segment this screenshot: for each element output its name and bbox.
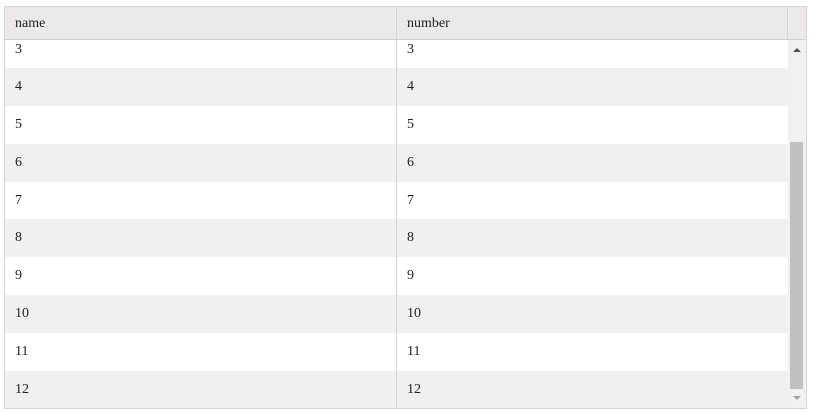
cell-number: 10 [407,306,421,322]
grid-body: 3 3 4 4 5 5 6 6 7 7 8 8 9 9 10 10 11 11 12 12 [5,40,788,408]
cell-name: 12 [5,370,397,408]
table-row[interactable]: 11 11 [5,332,788,371]
data-grid: name number 3 3 4 4 5 5 6 6 7 7 8 8 9 9 10 10 11 11 12 12 [4,6,807,409]
cell-name: 10 [5,295,397,333]
cell-name: 3 [5,40,397,69]
cell-name: 8 [5,219,397,258]
cell-number: 5 [407,117,414,133]
table-row[interactable]: 10 10 [5,295,788,333]
column-header-name[interactable]: name [5,7,397,39]
table-row[interactable]: 12 12 [5,370,788,408]
cell-number: 4 [407,79,414,95]
cell-number: 7 [407,192,414,208]
cell-name: 5 [5,106,397,144]
cell-name: 11 [5,332,397,371]
cell-number: 9 [407,268,414,284]
vertical-scrollbar[interactable] [788,40,806,408]
cell-number: 8 [407,230,414,246]
cell-name: 6 [5,143,397,182]
scroll-up-arrow-icon[interactable] [793,48,801,52]
scrollbar-thumb[interactable] [790,142,803,389]
grid-header: name number [5,7,806,40]
cell-number: 3 [407,41,414,57]
cell-name: 4 [5,68,397,107]
cell-name: 7 [5,181,397,220]
cell-number: 12 [407,381,421,397]
scroll-down-arrow-icon[interactable] [793,396,801,400]
cell-number: 6 [407,154,414,170]
cell-number: 11 [407,343,421,359]
cell-name: 9 [5,257,397,296]
column-header-number[interactable]: number [397,7,788,39]
